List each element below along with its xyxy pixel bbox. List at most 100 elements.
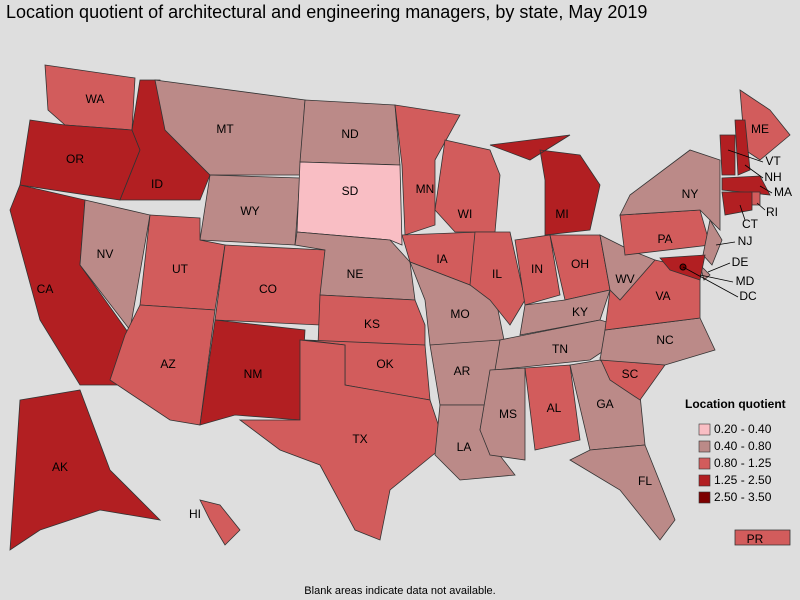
legend-swatch	[698, 423, 711, 436]
state-label: AZ	[160, 357, 175, 371]
state-label: NE	[347, 267, 364, 281]
state-label: OK	[376, 357, 393, 371]
state-labels: WA OR CA NV ID MT WY UT CO AZ NM ND SD NE KS OK TX MN IA MO…	[37, 92, 792, 546]
state-shape	[394, 104, 461, 236]
state-label: TN	[552, 342, 568, 356]
state-label: MI	[555, 207, 568, 221]
state-label: SC	[622, 367, 639, 381]
legend: 0.20 - 0.40 0.40 - 0.80 0.80 - 1.25 1.25 - …	[698, 422, 772, 504]
legend-title: Location quotient	[685, 397, 786, 411]
state-label: WI	[458, 207, 473, 221]
state-label: OR	[66, 152, 84, 166]
state-shape	[519, 289, 611, 336]
state-shape	[734, 119, 751, 176]
state-shape	[238, 339, 446, 541]
state-shape	[109, 304, 216, 426]
state-shape	[479, 367, 526, 461]
legend-label: 0.20 - 0.40	[714, 422, 772, 436]
state-label: NY	[682, 187, 699, 201]
leader-line	[759, 185, 773, 194]
legend-label: 1.25 - 2.50	[714, 473, 772, 487]
state-label: CT	[742, 217, 759, 231]
state-shape	[719, 134, 736, 176]
state-label: LA	[457, 440, 472, 454]
state-shape	[199, 319, 306, 426]
state-shape	[721, 175, 771, 196]
state-label: WV	[615, 272, 634, 286]
state-label: SD	[342, 184, 359, 198]
state-label: MT	[216, 122, 234, 136]
state-shape	[489, 134, 601, 236]
state-label: MN	[416, 182, 435, 196]
state-label: IA	[436, 252, 447, 266]
leader-line	[727, 149, 764, 163]
states	[9, 64, 791, 551]
state-shape	[317, 294, 426, 349]
legend-swatch	[698, 440, 711, 453]
legend-label: 2.50 - 3.50	[714, 490, 772, 504]
leader-line	[699, 274, 734, 283]
state-label: IL	[492, 267, 502, 281]
state-label: FL	[638, 474, 652, 488]
state-label: UT	[172, 262, 189, 276]
map-title: Location quotient of architectural and e…	[6, 2, 647, 22]
state-label: CO	[259, 282, 277, 296]
state-label: NH	[764, 170, 781, 184]
leader-line	[715, 241, 736, 246]
state-label: MS	[499, 407, 517, 421]
footnote: Blank areas indicate data not available.	[304, 585, 495, 597]
legend-swatch	[698, 457, 711, 470]
state-label: NV	[97, 247, 114, 261]
state-label: TX	[352, 432, 367, 446]
state-label: MD	[736, 274, 755, 288]
state-label: AK	[52, 460, 68, 474]
legend-label: 0.40 - 0.80	[714, 439, 772, 453]
leader-line	[756, 202, 766, 211]
state-label: VA	[655, 289, 670, 303]
state-label: IN	[531, 262, 543, 276]
state-shape	[524, 364, 581, 451]
state-label: VT	[765, 154, 781, 168]
legend-swatch	[698, 474, 711, 487]
state-shape	[569, 444, 676, 541]
legend-swatch	[698, 491, 711, 504]
state-shape	[721, 191, 753, 216]
state-label: MO	[450, 307, 469, 321]
state-label: WY	[240, 204, 259, 218]
state-shape	[469, 231, 526, 326]
state-label: RI	[766, 205, 778, 219]
legend-label: 0.80 - 1.25	[714, 456, 772, 470]
state-shape	[569, 359, 646, 451]
leader-line	[744, 164, 764, 179]
state-label: OH	[571, 257, 589, 271]
state-label: HI	[189, 507, 201, 521]
state-label: ND	[341, 127, 359, 141]
state-label: PA	[657, 232, 672, 246]
leader-line	[707, 262, 731, 273]
state-label: ID	[151, 177, 163, 191]
state-label: ME	[751, 122, 769, 136]
state-label: AR	[454, 364, 471, 378]
state-label: KS	[364, 317, 380, 331]
leader-line	[682, 266, 739, 298]
state-label: WA	[86, 92, 105, 106]
state-label: NJ	[738, 234, 753, 248]
state-label: DC	[739, 289, 757, 303]
state-shape	[9, 389, 162, 551]
state-label: KY	[572, 305, 588, 319]
state-shape	[619, 149, 721, 231]
state-label: NC	[656, 333, 674, 347]
state-label: PR	[747, 532, 764, 546]
state-shape	[514, 234, 561, 306]
state-label: DE	[732, 255, 749, 269]
state-shape	[702, 218, 723, 266]
state-shape	[154, 79, 306, 176]
leader-line	[739, 204, 746, 221]
state-label: AL	[547, 401, 562, 415]
state-label: MA	[774, 185, 792, 199]
state-shape	[199, 499, 241, 546]
state-shape	[734, 529, 791, 546]
state-label: NM	[244, 367, 263, 381]
